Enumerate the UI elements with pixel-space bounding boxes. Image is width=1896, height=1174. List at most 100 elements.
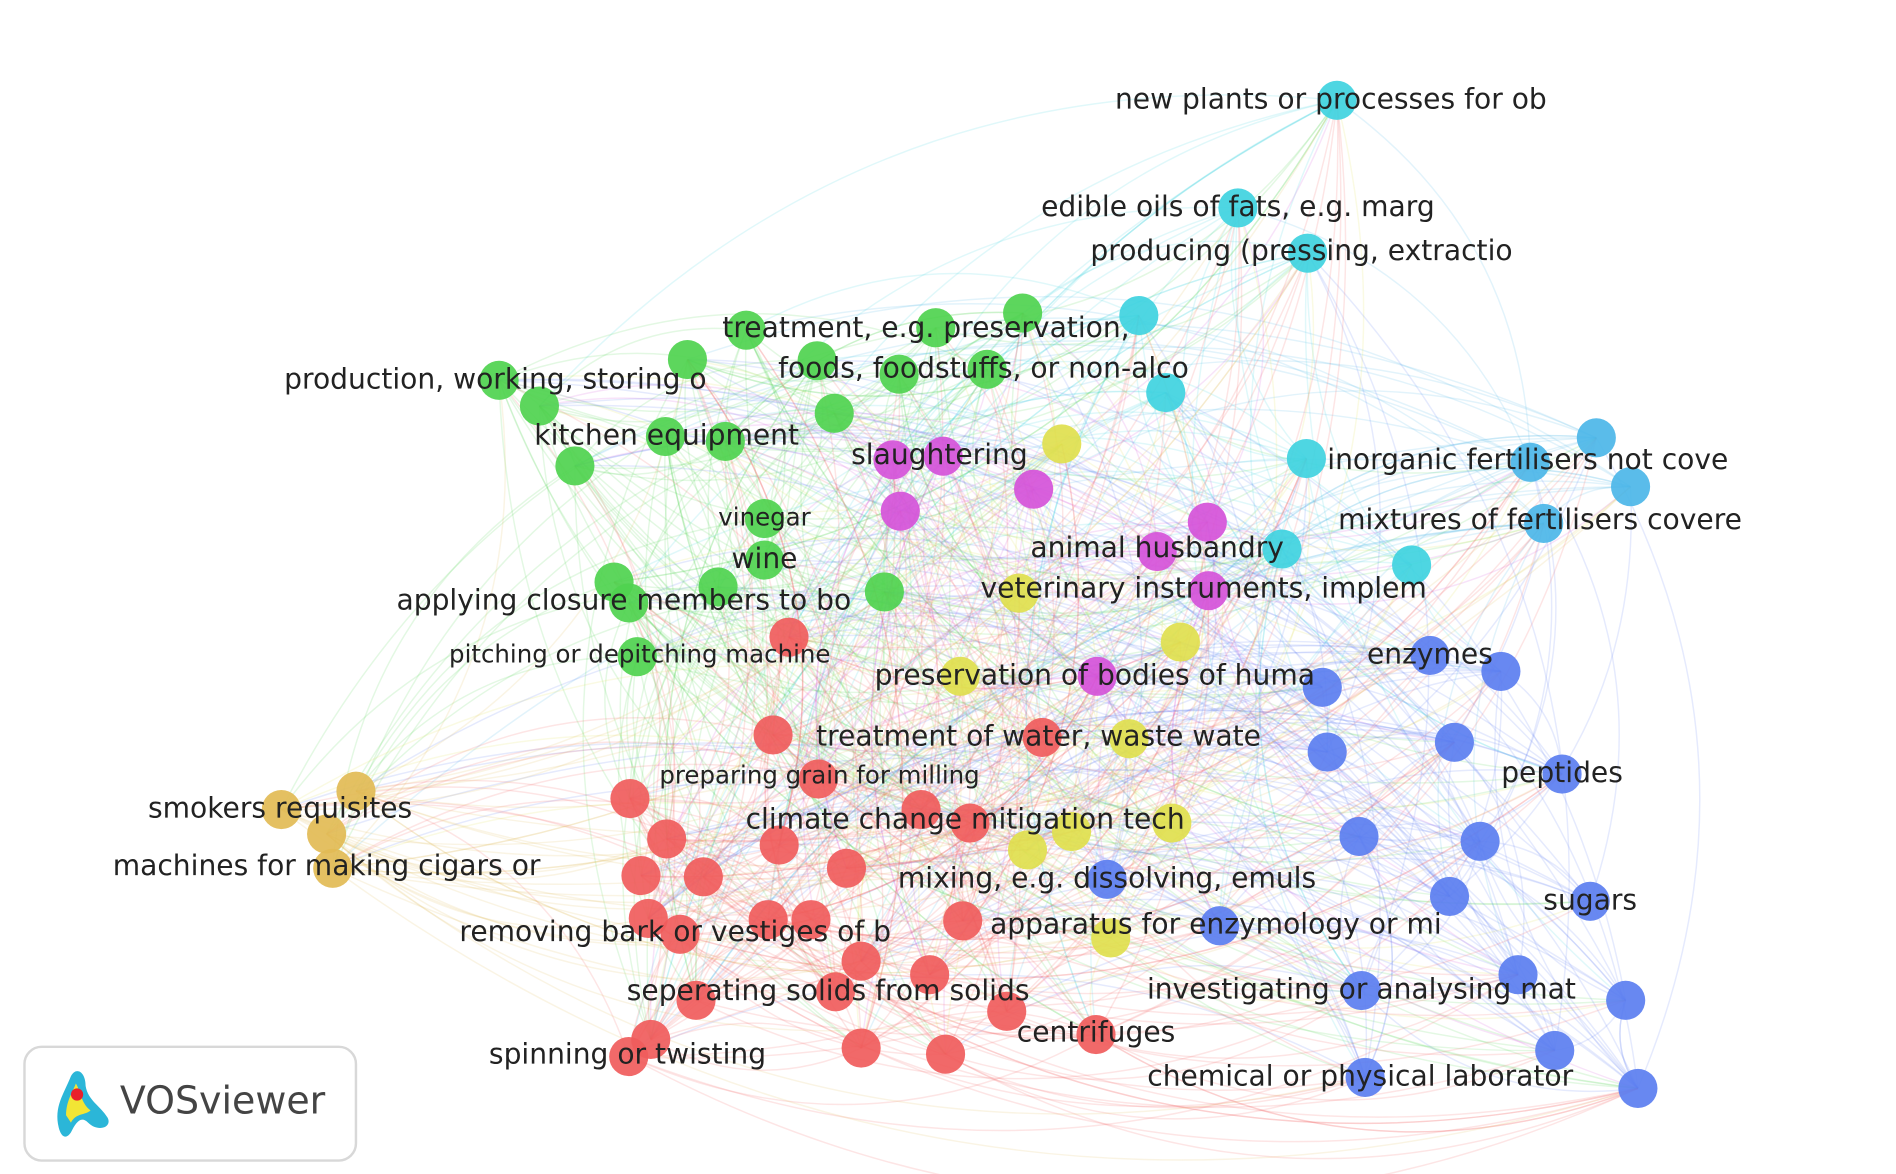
edge (942, 455, 1020, 1055)
edge (1305, 458, 1431, 657)
node-label: climate change mitigation tech (746, 803, 1185, 836)
edge (355, 551, 1158, 809)
edge (326, 717, 774, 835)
edge (632, 586, 719, 876)
edge (962, 686, 1323, 922)
edge (1095, 437, 1598, 1036)
edge (725, 440, 1043, 738)
edge (817, 716, 1130, 780)
edge (962, 872, 1627, 1001)
node (943, 901, 983, 941)
node (1076, 1015, 1116, 1055)
edge (763, 360, 824, 561)
edge (764, 559, 1043, 738)
edge (1096, 480, 1631, 677)
edge (1096, 560, 1412, 677)
edge (650, 315, 1140, 1041)
node-label: edible oils of fats, e.g. marg (1041, 190, 1435, 223)
edge (650, 99, 1338, 1040)
edge (1157, 550, 1456, 743)
edge (1097, 675, 1451, 897)
edge (648, 860, 1362, 992)
edge (695, 522, 1544, 1001)
edge (959, 675, 993, 922)
edge (695, 867, 848, 1002)
edge (763, 390, 1166, 561)
edge (1032, 488, 1639, 1090)
node (999, 573, 1039, 613)
node (1341, 970, 1382, 1011)
edge (666, 838, 812, 921)
edge (746, 303, 1545, 524)
edge (764, 443, 1063, 529)
edge (1006, 642, 1182, 1012)
edge (647, 675, 1098, 919)
node-label: inorganic fertilisers not cove (1327, 443, 1728, 476)
edge (1128, 522, 1544, 740)
edge (892, 99, 1338, 461)
edge (332, 521, 1208, 874)
edge (628, 313, 1024, 1058)
node (609, 583, 649, 623)
edge (1219, 523, 1545, 927)
node-label: pitching or depitching machine (449, 639, 830, 668)
edge (679, 933, 946, 1056)
node-label: mixing, e.g. dissolving, emuls (898, 861, 1316, 894)
edge (725, 314, 1140, 451)
edge (695, 676, 961, 1002)
edge (929, 590, 1210, 976)
edge (332, 799, 780, 869)
edge (962, 898, 1639, 1089)
edge (1022, 240, 1308, 314)
node (841, 1028, 881, 1068)
edge (628, 602, 1111, 939)
edge (899, 430, 1307, 512)
node-label: veterinary instruments, implem (981, 571, 1427, 604)
edge (1110, 769, 1563, 939)
edge (637, 510, 901, 658)
node (1610, 467, 1651, 507)
edge (1165, 392, 1224, 824)
edge (1021, 312, 1208, 523)
node (1302, 667, 1342, 707)
edge (1071, 548, 1283, 833)
edge (326, 833, 667, 880)
edge (945, 1053, 1639, 1160)
node-label: machines for making cigars or (113, 849, 541, 882)
node (1524, 503, 1564, 543)
edge (1070, 641, 1181, 832)
edge (1281, 468, 1631, 550)
edge (355, 655, 638, 792)
edge (647, 917, 1555, 1109)
node-label: wine (732, 542, 798, 575)
node-label: spinning or twisting (489, 1037, 766, 1070)
edge (773, 734, 922, 811)
edge (948, 369, 1097, 1036)
node (1022, 717, 1062, 757)
node-label: vinegar (718, 503, 811, 532)
edge (816, 360, 902, 512)
edge (945, 989, 1362, 1080)
node-label: enzymes (1367, 637, 1493, 670)
edge (960, 486, 1632, 693)
edge (960, 458, 1308, 678)
edge (815, 591, 885, 780)
node (1146, 372, 1186, 413)
edge (1208, 486, 1632, 605)
node (1542, 754, 1582, 794)
edge (702, 437, 1597, 878)
edge (332, 802, 1112, 939)
edge (679, 933, 1366, 1108)
labels: new plants or processes for ob edible oi… (113, 82, 1742, 1092)
edge (539, 360, 818, 423)
edge (281, 510, 901, 811)
node (1392, 545, 1432, 585)
edge (629, 795, 780, 846)
edge (640, 833, 1639, 1089)
edge (498, 379, 1008, 1012)
edge (816, 360, 1030, 850)
edge (997, 675, 1098, 1012)
node-label: peptides (1501, 756, 1623, 789)
edge (1018, 592, 1639, 1089)
edge (962, 846, 1450, 922)
